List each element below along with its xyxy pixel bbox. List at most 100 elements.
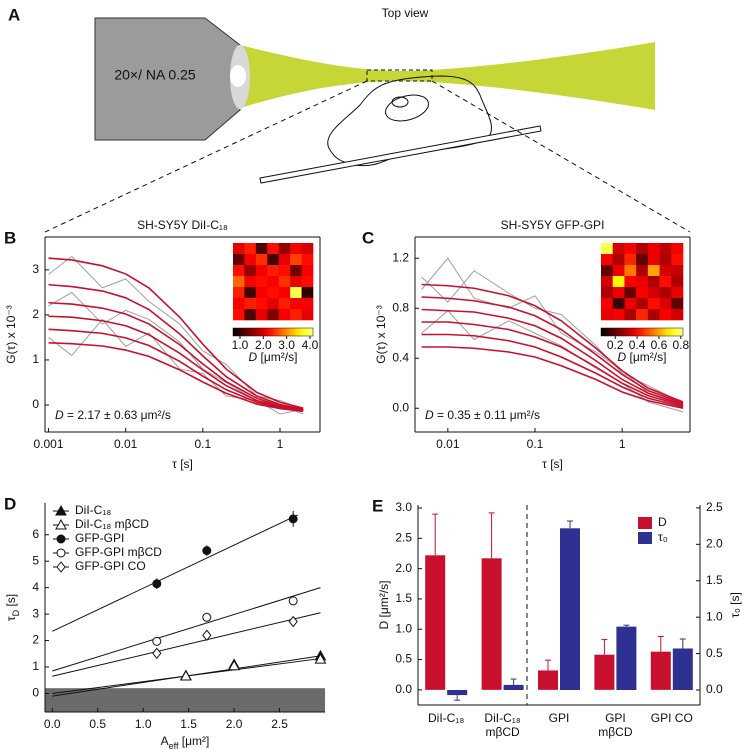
colorbar-tick-label: 0.2 [607,338,624,352]
x-tick-label: 1 [619,437,626,451]
fit-curve [421,333,684,408]
heatmap-cell [647,254,660,266]
colorbar [232,327,314,337]
heatmap-cell [636,298,649,310]
heatmap-cell [267,287,280,299]
heatmap-cell [255,254,268,266]
legend-marker [55,518,67,530]
y-tick-label: 0.0 [395,682,412,696]
x-tick-label: DiI-C₁₈ [428,711,464,725]
legend-label: DiI-C₁₈ [75,503,111,517]
heatmap-cell [659,287,672,299]
zoom-box [366,69,433,82]
heatmap-cell [647,287,660,299]
trace [48,255,304,410]
heatmap-cell [659,243,672,255]
bar [425,555,446,690]
x-axis-label-part: A [161,734,169,748]
objective-label: 20×/ NA 0.25 [114,67,196,83]
y-tick-label: 2 [32,633,39,647]
y2-tick-label: 2.5 [706,500,723,514]
heatmap-cell [612,298,625,310]
heatmap-cell [244,276,257,288]
y-tick-label: 3 [32,606,39,620]
heatmap-cell [267,309,280,321]
colorbar-label-part: D [249,350,258,364]
chart-title: SH-SY5Y DiI-C₁₈ [137,218,228,232]
heatmap-cell [647,276,660,288]
legend-marker [55,504,67,516]
y-tick-label: 1.0 [395,621,412,635]
heatmap-cell [624,243,637,255]
bar [672,648,693,690]
y-tick-label: 6 [32,527,39,541]
y-tick-label: 2 [32,307,39,321]
x-tick-label: 0.001 [34,437,64,451]
heatmap-cell [624,287,637,299]
schematic: A Top view 20×/ NA 0.25 [8,5,691,233]
panel-label: C [362,228,374,247]
heatmap-cell [278,243,291,255]
fit-line [52,514,298,632]
y-tick-label: 3 [32,262,39,276]
heatmap-cell [647,243,660,255]
heatmap-cell [659,309,672,321]
heatmap-cell [267,254,280,266]
heatmap-cell [301,309,314,321]
fit-curve [421,321,684,407]
marker [202,629,212,642]
x-tick-label: mβCD [598,725,633,739]
heatmap-cell [255,265,268,277]
heatmap-cell [278,276,291,288]
slide [259,125,542,184]
heatmap-cell [290,243,302,255]
colorbar-tick-label: 4.0 [302,338,319,352]
x-tick-label: GPI CO [651,711,693,725]
y2-tick-label: 2.0 [706,537,723,551]
heatmap-cell [671,298,684,310]
legend-label: GFP-GPI CO [75,559,146,573]
y-axis-label: D [μm²/s] [377,581,391,630]
marker [180,669,192,681]
heatmap-cell [636,243,649,255]
heatmap-cell [278,287,291,299]
colorbar-label: D [μm²/s] [618,350,667,364]
heatmap-cell [647,265,660,277]
bar [650,651,671,690]
legend-swatch [638,517,652,529]
heatmap-cell [601,243,614,255]
heatmap-cell [278,254,291,266]
y-tick-label: 1 [32,659,39,673]
heatmap-cell [671,287,684,299]
x-tick-label: 0.01 [114,437,138,451]
heatmap-cell [601,276,614,288]
heatmap-cell [601,265,614,277]
bar [481,558,502,690]
heatmap-cell [233,287,245,299]
x-tick-label: GPI [549,711,570,725]
annotation-part: D [55,408,64,422]
heatmap-cell [244,243,257,255]
heatmap-cell [301,254,314,266]
x-tick-label: 2.0 [226,717,243,731]
heatmap-cell [659,265,672,277]
y-tick-label: 3.0 [395,500,412,514]
annotation: D = 2.17 ± 0.63 μm²/s [55,408,171,422]
heatmap-cell [601,298,614,310]
y-tick-label: 2.0 [395,561,412,575]
lens-center [230,65,246,87]
chart-title: SH-SY5Y GFP-GPI [501,218,605,232]
marker [288,615,298,628]
marker [202,546,212,556]
x-tick-label: 1.0 [135,717,152,731]
x-tick-label: 0.1 [527,437,544,451]
y-axis-label: G(τ) x 10⁻³ [4,305,18,363]
fit-curve [421,308,684,406]
heatmap-cell [624,298,637,310]
y-axis-label-part: τ [4,616,18,621]
y-tick-label: 0.0 [392,400,409,414]
colorbar-tick-label: 2.0 [255,338,272,352]
cell [327,75,492,167]
legend-marker [56,561,66,573]
fit-curve [48,328,304,412]
